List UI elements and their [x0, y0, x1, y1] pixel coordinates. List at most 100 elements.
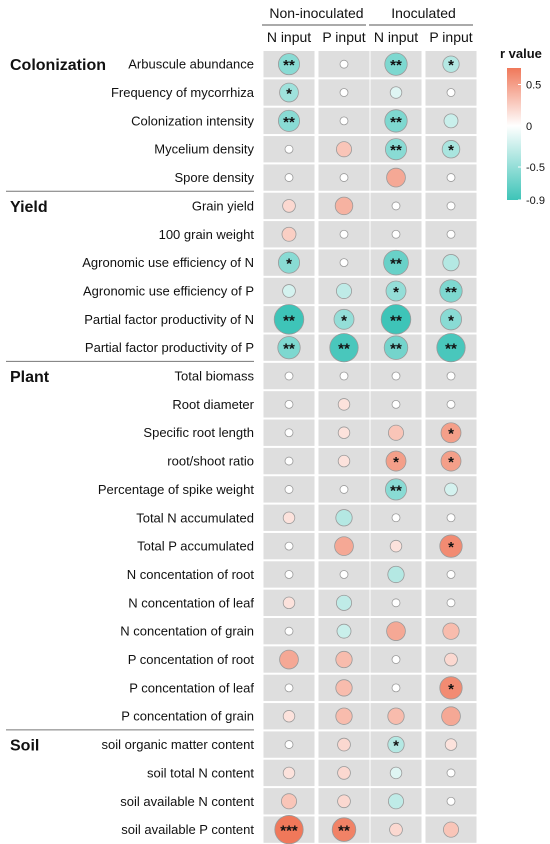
significance-label: ** — [390, 256, 402, 273]
correlation-bubble — [339, 229, 349, 239]
correlation-bubble — [391, 229, 401, 239]
significance-label: * — [393, 454, 399, 471]
correlation-bubble — [335, 141, 352, 158]
correlation-bubble — [441, 140, 461, 159]
significance-label: * — [448, 454, 454, 471]
correlation-bubble — [339, 59, 349, 69]
row-label: soil organic matter content — [102, 737, 255, 752]
significance-label: ** — [338, 823, 350, 840]
correlation-bubble — [383, 249, 409, 276]
significance-label: ** — [445, 341, 457, 358]
correlation-bubble — [439, 534, 463, 558]
correlation-bubble — [282, 511, 296, 524]
legend-colorbar — [507, 68, 521, 200]
correlation-bubble — [391, 201, 401, 211]
correlation-bubble — [446, 399, 456, 409]
correlation-bubble — [389, 539, 403, 553]
correlation-bubble — [335, 707, 353, 725]
correlation-bubble — [284, 456, 294, 466]
correlation-bubble — [383, 335, 409, 360]
correlation-bubble — [391, 399, 401, 409]
row-label: Agronomic use efficiency of P — [83, 283, 254, 298]
correlation-bubble — [446, 513, 456, 523]
section-label: Yield — [10, 199, 48, 216]
row-label: Frequency of mycorrhiza — [111, 85, 255, 100]
correlation-bubble — [384, 478, 407, 501]
significance-label: * — [448, 312, 454, 329]
row-label: N concentation of grain — [120, 624, 254, 639]
correlation-bubble — [284, 683, 294, 693]
row-label: root/shoot ratio — [167, 454, 254, 469]
correlation-bubble — [385, 280, 407, 302]
significance-label: ** — [283, 312, 295, 329]
correlation-bubble — [387, 565, 405, 584]
significance-label: ** — [390, 114, 402, 131]
row-label: Total N accumulated — [136, 510, 254, 525]
section-label: Soil — [10, 737, 39, 754]
row-label: Partial factor productivity of P — [85, 340, 254, 355]
row-label: Agronomic use efficiency of N — [82, 255, 254, 270]
correlation-bubble — [284, 428, 294, 438]
correlation-bubble — [284, 740, 294, 749]
correlation-bubble — [442, 821, 459, 838]
correlation-bubble — [386, 167, 406, 188]
correlation-bubble — [339, 88, 349, 97]
correlation-bubble — [337, 794, 351, 809]
significance-label: * — [393, 284, 399, 301]
correlation-bubble — [282, 710, 296, 723]
correlation-bubble — [282, 284, 296, 298]
correlation-bubble — [284, 173, 294, 182]
correlation-bubble — [439, 308, 462, 331]
row-label: soil available P content — [121, 822, 254, 837]
legend-tick-label: -0.5 — [526, 162, 545, 174]
row-label: Root diameter — [172, 397, 254, 412]
correlation-bubble — [329, 333, 359, 363]
correlation-bubble — [444, 738, 458, 751]
correlation-bubble — [443, 113, 459, 129]
row-label: Total biomass — [175, 369, 255, 384]
correlation-bubble — [279, 82, 299, 103]
legend-tick-label: -0.9 — [526, 195, 545, 207]
correlation-bubble — [436, 333, 466, 363]
correlation-bubble — [446, 88, 456, 97]
correlation-bubble — [331, 817, 357, 842]
row-label: 100 grain weight — [159, 227, 255, 242]
correlation-bubble — [273, 304, 305, 335]
row-label: Grain yield — [192, 198, 254, 213]
row-label: P concentation of grain — [121, 709, 254, 724]
legend-title: r value — [500, 46, 542, 61]
correlation-bubble — [442, 254, 460, 272]
correlation-bubble — [284, 144, 294, 154]
significance-label: * — [341, 312, 347, 329]
correlation-bubble — [389, 766, 403, 780]
row-label: N concentation of root — [127, 567, 255, 582]
correlation-bubble — [384, 109, 408, 133]
row-label: Total P accumulated — [137, 539, 254, 554]
correlation-bubble — [391, 513, 401, 523]
correlation-bubble — [284, 371, 294, 381]
significance-label: *** — [280, 823, 298, 840]
correlation-bubble — [336, 623, 352, 639]
correlation-bubble — [282, 766, 296, 780]
row-label: Partial factor productivity of N — [84, 312, 254, 327]
correlation-bubble — [284, 541, 294, 551]
correlation-bubble — [335, 594, 352, 611]
correlation-bubble — [280, 793, 297, 810]
correlation-bubble — [335, 679, 353, 697]
correlation-bubble — [446, 201, 456, 211]
correlation-bubble — [339, 173, 349, 182]
correlation-bubble — [339, 258, 349, 268]
significance-label: ** — [390, 341, 402, 358]
column-group-label: Inoculated — [391, 5, 456, 21]
correlation-bubble — [337, 766, 351, 780]
correlation-bubble — [339, 371, 349, 381]
row-label: N concentation of leaf — [128, 595, 254, 610]
correlation-bubble — [446, 598, 456, 608]
correlation-bubble — [446, 229, 456, 239]
correlation-bubble — [386, 621, 406, 641]
column-label: N input — [267, 29, 311, 45]
correlation-bubble — [380, 304, 412, 335]
correlation-bubble — [439, 279, 463, 303]
column-group-label: Non-inoculated — [269, 5, 363, 21]
